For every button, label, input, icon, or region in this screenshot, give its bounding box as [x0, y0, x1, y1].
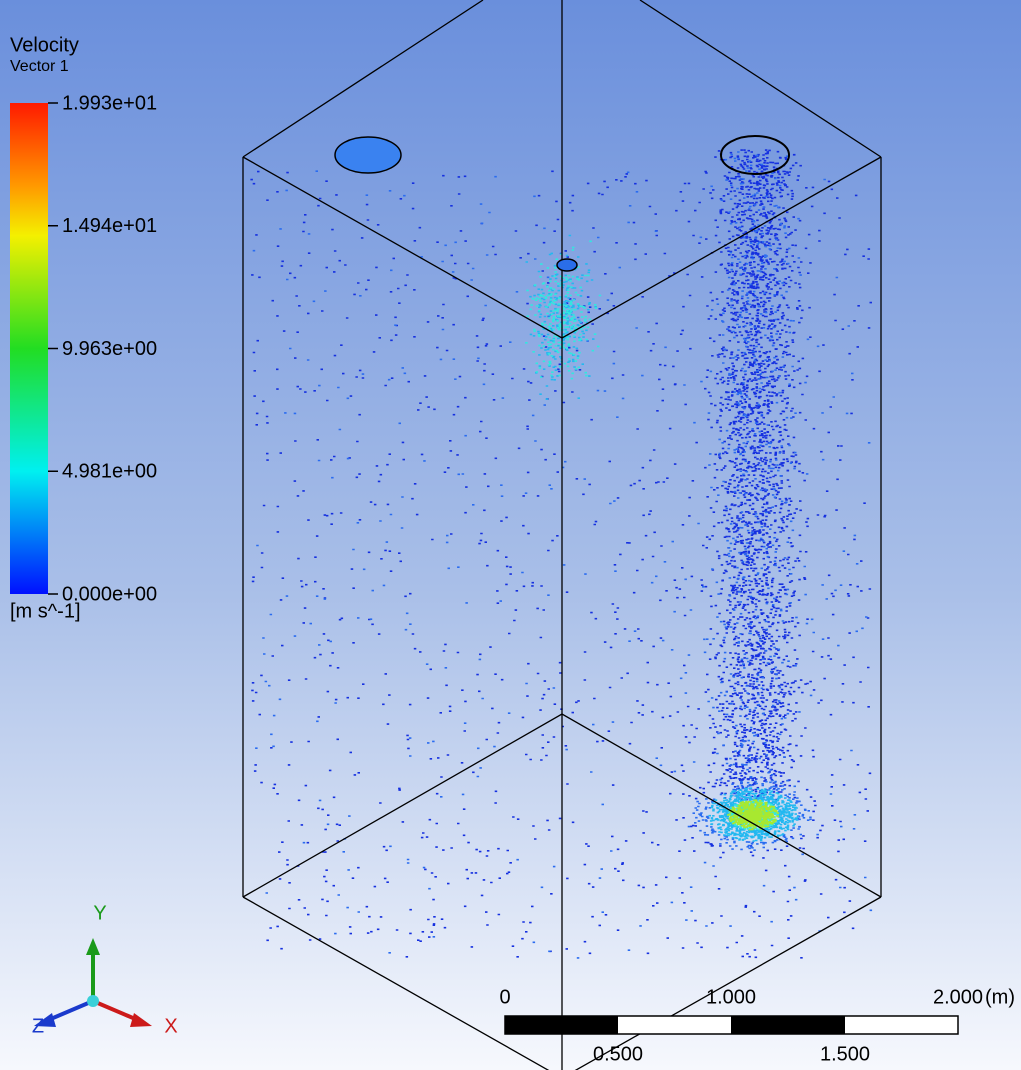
- vector-arrows: [250, 149, 872, 959]
- scale-label: 2.000: [933, 986, 983, 1008]
- z-axis-arrow: [45, 999, 94, 1023]
- axis-label: X: [164, 1015, 177, 1037]
- vector-field: [250, 149, 873, 959]
- arrow-head: [86, 938, 100, 955]
- scale-label: 1.500: [820, 1043, 870, 1065]
- inlet: [556, 258, 578, 272]
- arrow-head: [34, 1013, 56, 1027]
- legend-tick-label: 4.981e+00: [62, 461, 157, 483]
- triad-origin: [87, 995, 99, 1007]
- scale-label: 0.500: [593, 1043, 643, 1065]
- scale-bar-segment: [505, 1016, 618, 1034]
- legend: Velocity Vector 1 1.993e+01 1.494e+01 9.96…: [10, 34, 157, 622]
- legend-subtitle: Vector 1: [10, 58, 69, 75]
- domain-box: [242, 0, 882, 1070]
- scale-label: 0: [499, 986, 510, 1008]
- legend-unit: [m s^-1]: [10, 600, 81, 622]
- inlet: [334, 136, 402, 174]
- vector-arrows: [727, 799, 780, 831]
- legend-tick-label: 1.494e+01: [62, 215, 157, 237]
- legend-tick-label: 1.993e+01: [62, 92, 157, 114]
- box-edge: [242, 157, 882, 897]
- vector-arrows: [525, 234, 800, 842]
- scale-bar: 0 1.000 2.000 (m) 0.500 1.500: [499, 986, 1015, 1065]
- axis-triad: Y Z X: [32, 902, 178, 1037]
- legend-ticks: 1.993e+01 1.494e+01 9.963e+00 4.981e+00 0.00…: [48, 92, 157, 605]
- scale-unit: (m): [985, 986, 1015, 1008]
- scale-bar-segment: [731, 1016, 845, 1034]
- axis-label: Z: [32, 1015, 44, 1037]
- legend-tick-label: 0.000e+00: [62, 583, 157, 605]
- color-bar: [10, 103, 48, 594]
- legend-title: Velocity: [10, 34, 79, 56]
- vector-arrows: [252, 151, 873, 959]
- scale-label: 1.000: [706, 986, 756, 1008]
- arrow-head: [130, 1013, 152, 1027]
- box-edge: [242, 0, 882, 339]
- axis-label: Y: [93, 902, 106, 924]
- legend-tick-label: 9.963e+00: [62, 338, 157, 360]
- box-edge: [242, 713, 882, 1070]
- x-axis-arrow: [92, 999, 141, 1023]
- outlet: [720, 135, 790, 175]
